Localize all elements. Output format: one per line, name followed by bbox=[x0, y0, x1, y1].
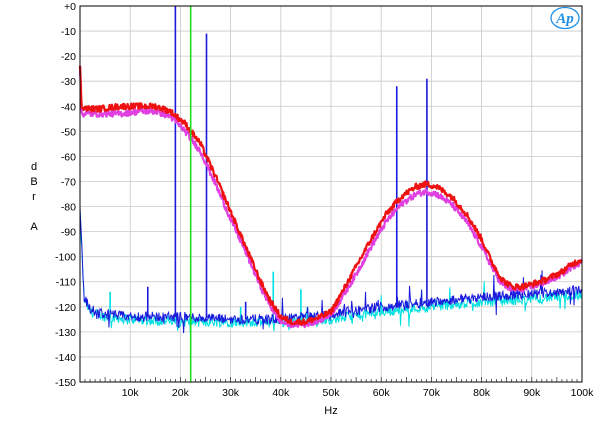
x-tick-label: 30k bbox=[222, 387, 240, 399]
y-axis-label-letter: r bbox=[32, 191, 36, 203]
x-tick-label: 20k bbox=[172, 387, 190, 399]
y-tick-label: -110 bbox=[56, 277, 76, 289]
x-tick-label: 70k bbox=[423, 387, 441, 399]
y-tick-label: +0 bbox=[64, 1, 76, 13]
ap-logo-icon: Ap bbox=[550, 6, 580, 30]
y-axis-label-letter: A bbox=[30, 221, 38, 233]
y-tick-label: -150 bbox=[55, 377, 76, 389]
y-axis-label: dBr A bbox=[30, 161, 38, 233]
y-tick-label: -90 bbox=[61, 227, 76, 239]
y-tick-label: -60 bbox=[61, 151, 76, 163]
y-tick-label: -20 bbox=[61, 51, 76, 63]
y-tick-label: -50 bbox=[61, 126, 76, 138]
y-tick-label: -40 bbox=[61, 101, 76, 113]
y-axis-label-letter: d bbox=[31, 161, 37, 173]
series-3 bbox=[78, 65, 583, 326]
x-tick-label: 60k bbox=[373, 387, 391, 399]
y-tick-label: -30 bbox=[61, 76, 76, 88]
y-tick-label: -130 bbox=[55, 327, 76, 339]
x-tick-label: 50k bbox=[323, 387, 341, 399]
x-tick-label: 100k bbox=[571, 387, 595, 399]
y-tick-labels: +0 -10 -20 -30 -40 -50 -60 -70 -80 -90 -100 -110 -12… bbox=[55, 1, 76, 389]
x-tick-label: 40k bbox=[272, 387, 290, 399]
x-axis-label: Hz bbox=[324, 405, 337, 417]
y-tick-label: -140 bbox=[55, 352, 76, 364]
y-tick-label: -80 bbox=[61, 202, 76, 214]
y-tick-label: -100 bbox=[55, 252, 76, 264]
y-tick-label: -10 bbox=[61, 26, 76, 38]
plot-frame bbox=[79, 5, 583, 383]
y-axis-label-letter: B bbox=[30, 176, 37, 188]
x-tick-labels: 10k 20k 30k 40k 50k 60k 70k 80k 90k 100k bbox=[122, 387, 594, 399]
x-tick-label: 10k bbox=[122, 387, 140, 399]
x-tick-label: 90k bbox=[523, 387, 541, 399]
series-trace bbox=[78, 65, 583, 326]
y-tick-label: -70 bbox=[61, 176, 76, 188]
series-layer bbox=[78, 6, 583, 334]
svg-text:Ap: Ap bbox=[555, 11, 574, 27]
x-tick-label: 80k bbox=[473, 387, 491, 399]
y-tick-label: -120 bbox=[55, 302, 76, 314]
